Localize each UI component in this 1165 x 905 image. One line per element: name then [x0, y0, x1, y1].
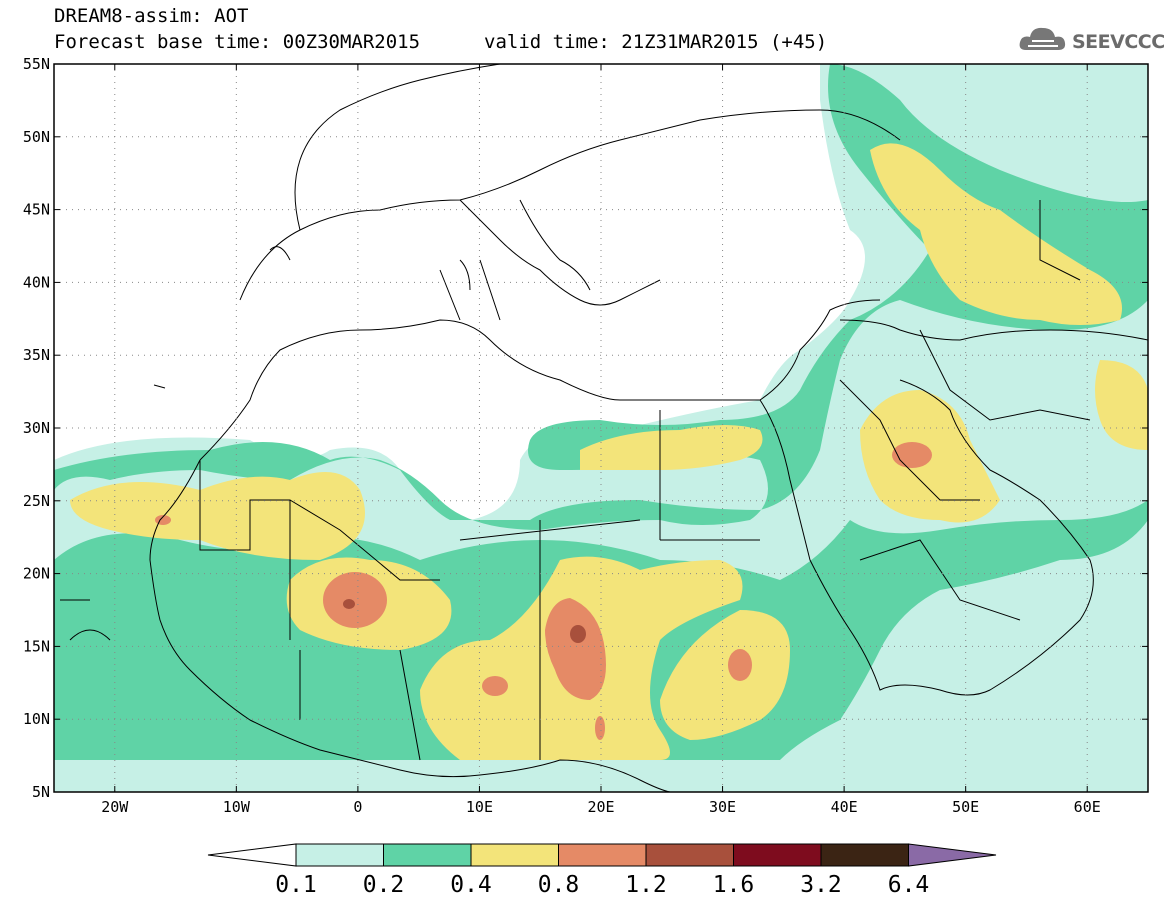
colorbar-segment: [295, 843, 384, 867]
lat-tick-label: 55N: [23, 55, 50, 73]
map-title: DREAM8-assim: AOT: [54, 5, 249, 27]
lon-tick-label: 10W: [223, 798, 251, 816]
forecast-base-time: Forecast base time: 00Z30MAR2015: [54, 31, 421, 53]
colorbar-level-label: 1.2: [625, 872, 667, 898]
colorbar-segment: [558, 843, 647, 867]
colorbar-segment: [645, 843, 734, 867]
colorbar-level-label: 1.6: [712, 872, 755, 898]
lat-tick-label: 15N: [23, 637, 50, 655]
lat-tick-label: 10N: [23, 710, 50, 728]
colorbar-segment: [383, 843, 472, 867]
lat-tick-label: 50N: [23, 128, 50, 146]
lon-tick-label: 10E: [466, 798, 493, 816]
lon-tick-label: 60E: [1074, 798, 1101, 816]
colorbar-level-label: 0.1: [275, 872, 317, 898]
colorbar-underflow-arrow: [207, 843, 297, 867]
colorbar-overflow-arrow: [908, 843, 997, 867]
seevccc-logo: SEEVCCC: [1018, 22, 1165, 56]
colorbar: [207, 843, 997, 867]
lat-tick-label: 45N: [23, 201, 50, 219]
aot-level-1.2: [343, 599, 586, 643]
cloud-icon: [1019, 27, 1066, 50]
lon-tick-label: 20E: [587, 798, 614, 816]
lat-tick-label: 40N: [23, 273, 50, 291]
colorbar-level-label: 6.4: [887, 872, 930, 898]
lon-tick-label: 50E: [952, 798, 979, 816]
colorbar-segment: [820, 843, 909, 867]
colorbar-level-label: 0.8: [537, 872, 580, 898]
coastlines-and-borders: [60, 64, 1148, 792]
axis-tick-labels: 20W 10W 0 10E 20E 30E 40E 50E 60E 55N 50N 45N 40N 35N…: [23, 55, 1101, 816]
colorbar-level-label: 3.2: [800, 872, 842, 898]
lon-tick-label: 40E: [831, 798, 858, 816]
lat-tick-label: 30N: [23, 419, 50, 437]
lon-tick-label: 20W: [101, 798, 129, 816]
lat-tick-label: 35N: [23, 346, 50, 364]
lat-tick-label: 20N: [23, 565, 50, 583]
lat-tick-label: 5N: [32, 783, 50, 801]
valid-time: valid time: 21Z31MAR2015 (+45): [484, 31, 828, 53]
lon-tick-label: 0: [353, 798, 362, 816]
colorbar-level-label: 0.2: [362, 872, 405, 898]
axis-ticks: [54, 63, 1148, 793]
lon-tick-label: 30E: [709, 798, 736, 816]
logo-text: SEEVCCC: [1072, 31, 1165, 53]
colorbar-segment: [470, 843, 559, 867]
lat-tick-label: 25N: [23, 492, 50, 510]
colorbar-segment: [733, 843, 822, 867]
colorbar-level-label: 0.4: [450, 872, 492, 898]
